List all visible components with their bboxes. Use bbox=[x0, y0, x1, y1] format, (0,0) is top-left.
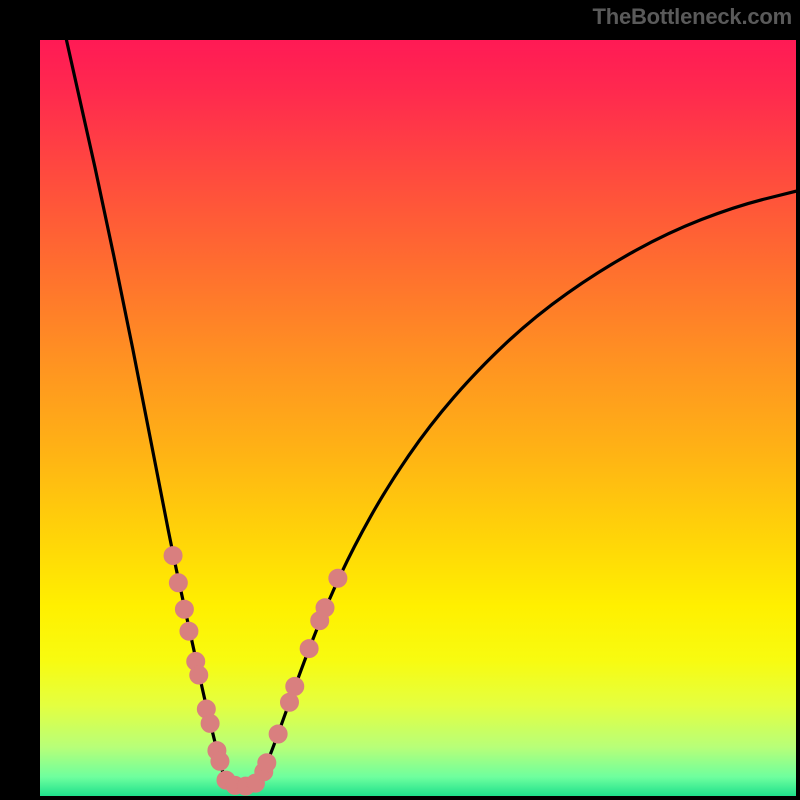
marker-point bbox=[180, 622, 198, 640]
marker-point bbox=[300, 640, 318, 658]
marker-point bbox=[211, 752, 229, 770]
marker-point bbox=[201, 714, 219, 732]
marker-point bbox=[258, 754, 276, 772]
marker-point bbox=[329, 569, 347, 587]
marker-point bbox=[169, 574, 187, 592]
curve-line bbox=[66, 40, 796, 786]
marker-point bbox=[316, 599, 334, 617]
plot-area bbox=[40, 40, 796, 796]
marker-point bbox=[280, 693, 298, 711]
watermark-label: TheBottleneck.com bbox=[592, 4, 792, 30]
marker-point bbox=[286, 677, 304, 695]
marker-point bbox=[190, 666, 208, 684]
marker-point bbox=[269, 725, 287, 743]
markers-group bbox=[164, 547, 347, 796]
marker-point bbox=[175, 600, 193, 618]
bottleneck-curve-chart bbox=[40, 40, 796, 796]
marker-point bbox=[164, 547, 182, 565]
